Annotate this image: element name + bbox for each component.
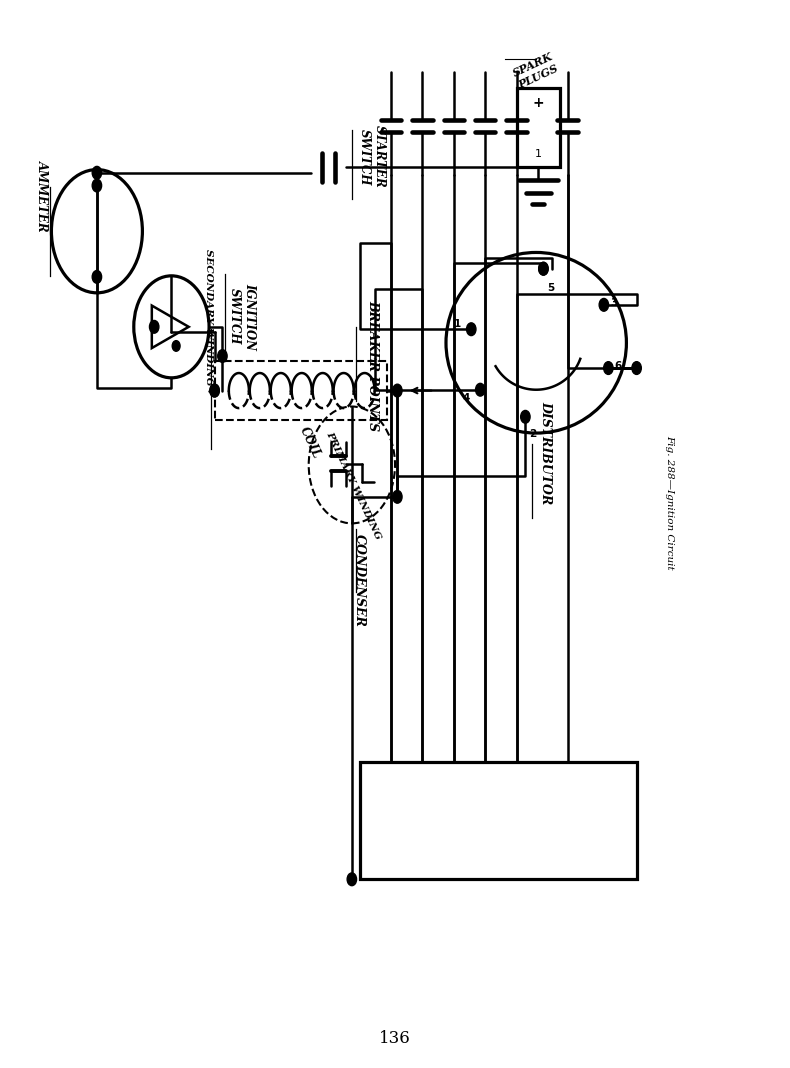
Text: 136: 136 — [379, 1031, 411, 1047]
Text: Fig. 288—Ignition Circuit: Fig. 288—Ignition Circuit — [665, 435, 674, 569]
Text: SECONDARY WINDING: SECONDARY WINDING — [204, 249, 213, 386]
Circle shape — [347, 873, 356, 885]
Circle shape — [92, 270, 102, 283]
Circle shape — [521, 410, 530, 423]
Text: 6: 6 — [614, 361, 622, 371]
Circle shape — [476, 383, 485, 396]
Circle shape — [218, 349, 228, 362]
Circle shape — [210, 384, 220, 397]
Text: BREAKER POINTS: BREAKER POINTS — [366, 300, 379, 431]
Circle shape — [632, 362, 641, 375]
Text: PRIMARY WINDING: PRIMARY WINDING — [324, 430, 382, 541]
Text: +: + — [532, 96, 544, 110]
Text: 1: 1 — [453, 319, 461, 329]
Circle shape — [92, 179, 102, 192]
Text: SPARK
PLUGS: SPARK PLUGS — [511, 50, 560, 91]
Text: 3: 3 — [611, 298, 618, 308]
Circle shape — [467, 323, 476, 335]
Circle shape — [539, 263, 548, 276]
Text: CONDENSER: CONDENSER — [353, 534, 366, 627]
Text: IGNITION
SWITCH: IGNITION SWITCH — [228, 283, 256, 349]
Circle shape — [539, 263, 548, 276]
Text: 4: 4 — [462, 393, 470, 404]
Circle shape — [599, 298, 608, 311]
Circle shape — [210, 384, 220, 397]
Text: 5: 5 — [547, 283, 555, 293]
Circle shape — [393, 490, 402, 503]
Circle shape — [92, 167, 102, 179]
Text: 1: 1 — [535, 148, 542, 159]
Text: DISTRIBUTOR: DISTRIBUTOR — [539, 400, 552, 504]
Text: STARTER
SWITCH: STARTER SWITCH — [357, 125, 386, 188]
Text: 2: 2 — [529, 429, 537, 439]
Circle shape — [172, 341, 180, 351]
Circle shape — [393, 384, 402, 397]
Circle shape — [149, 320, 159, 333]
Circle shape — [604, 362, 613, 375]
Text: COIL: COIL — [297, 425, 323, 460]
Text: AMMETER: AMMETER — [36, 159, 48, 231]
